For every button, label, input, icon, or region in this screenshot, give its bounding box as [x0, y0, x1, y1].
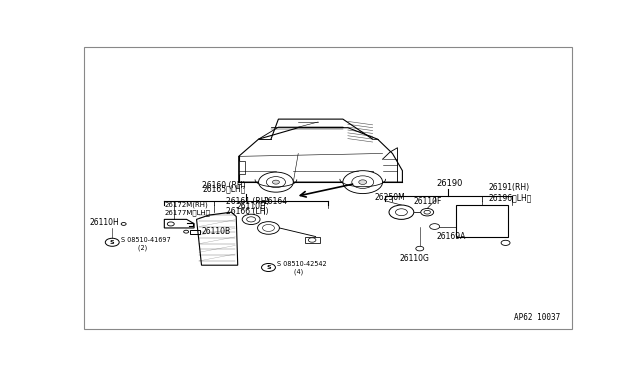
Circle shape [429, 224, 440, 230]
Circle shape [257, 222, 280, 234]
Circle shape [501, 240, 510, 246]
Text: 26110F: 26110F [413, 197, 442, 206]
Circle shape [416, 246, 424, 251]
Circle shape [424, 210, 431, 214]
Text: S: S [110, 240, 115, 245]
Circle shape [121, 222, 126, 225]
Text: 26110E: 26110E [237, 202, 266, 211]
Circle shape [352, 176, 374, 189]
Circle shape [242, 214, 260, 225]
Circle shape [246, 217, 255, 222]
Circle shape [273, 180, 280, 184]
Text: 26110H: 26110H [90, 218, 120, 227]
Circle shape [259, 172, 293, 192]
Circle shape [167, 222, 174, 226]
Text: S: S [266, 265, 271, 270]
Text: S 08510-41697
        (2): S 08510-41697 (2) [121, 237, 171, 251]
Text: 26164: 26164 [264, 198, 288, 206]
Circle shape [359, 180, 367, 185]
Text: 26172M(RH)
26177M〈LH〉: 26172M(RH) 26177M〈LH〉 [164, 202, 211, 216]
Circle shape [308, 238, 316, 242]
Circle shape [184, 230, 189, 233]
Text: AP62 10037: AP62 10037 [514, 314, 560, 323]
Bar [365, 171, 372, 178]
Text: 26110G: 26110G [400, 254, 429, 263]
Text: 26169A: 26169A [436, 232, 465, 241]
Bar [190, 230, 200, 234]
Circle shape [389, 205, 414, 219]
Circle shape [262, 263, 275, 272]
Bar [305, 237, 319, 243]
Text: S 08510-42542
        (4): S 08510-42542 (4) [277, 261, 327, 275]
Circle shape [106, 238, 119, 246]
Bar [239, 161, 244, 173]
Text: 26190: 26190 [436, 179, 463, 188]
Circle shape [396, 209, 408, 216]
Circle shape [262, 224, 275, 231]
Text: 26250M: 26250M [374, 193, 405, 202]
Text: 26110B: 26110B [201, 227, 230, 236]
Circle shape [343, 171, 383, 193]
Circle shape [420, 208, 434, 216]
Text: 26165〈LH〉: 26165〈LH〉 [202, 185, 246, 193]
Text: 26191(RH)
26196〈LH〉: 26191(RH) 26196〈LH〉 [488, 183, 532, 202]
Text: 26160 (RH): 26160 (RH) [202, 181, 246, 190]
Circle shape [266, 177, 285, 187]
Text: 26161 (RH)
26166 (LH): 26161 (RH) 26166 (LH) [227, 197, 270, 216]
Bar [456, 205, 508, 237]
